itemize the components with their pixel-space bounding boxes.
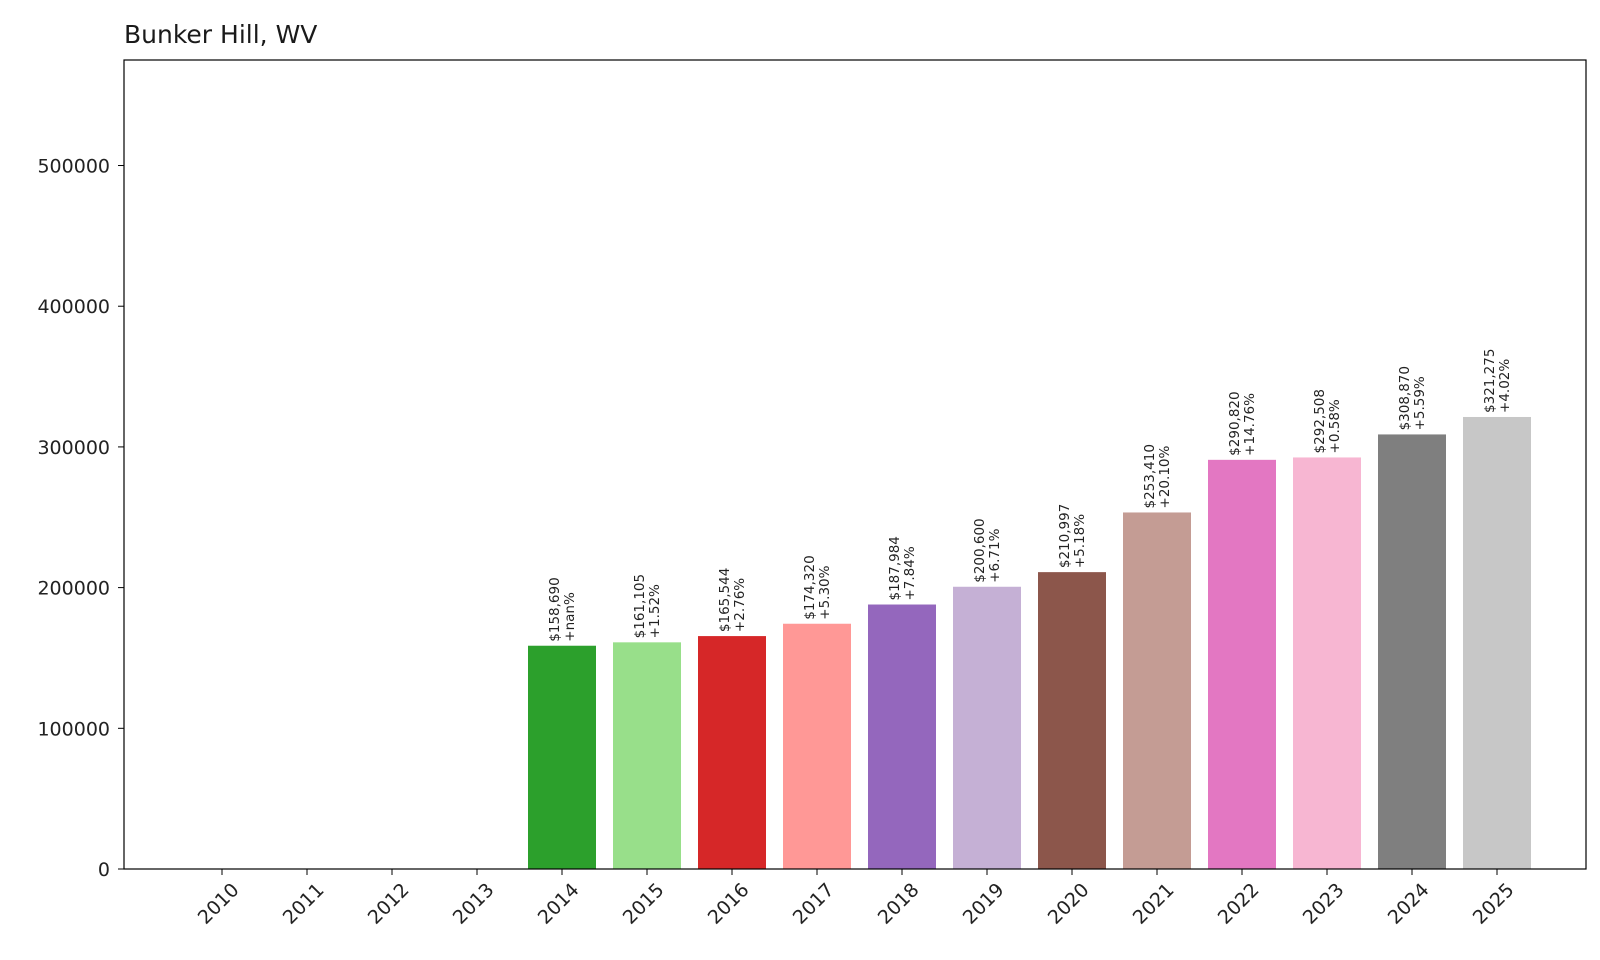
y-tick-label-200000: 200000 [37,578,110,600]
x-tick-label-2019: 2019 [959,879,1009,929]
x-tick-label-2024: 2024 [1384,879,1434,929]
bar-2015 [613,642,681,869]
value-label-2022: $290,820 [1227,391,1243,455]
x-tick-label-2025: 2025 [1469,879,1519,929]
x-tick-label-2010: 2010 [194,879,244,929]
x-tick-label-2022: 2022 [1214,879,1264,929]
value-label-2015: $161,105 [632,574,648,638]
change-label-2017: +5.30% [817,565,833,619]
change-label-2019: +6.71% [987,528,1003,582]
bar-2018 [868,604,936,869]
value-label-2017: $174,320 [802,555,818,619]
value-label-2018: $187,984 [887,536,903,600]
y-tick-label-500000: 500000 [37,156,110,178]
change-label-2023: +0.58% [1327,399,1343,453]
value-label-2025: $321,275 [1482,349,1498,413]
plot-frame [123,59,1587,870]
change-label-2014: +nan% [562,592,578,642]
y-tick-label-300000: 300000 [37,437,110,459]
value-label-2023: $292,508 [1312,389,1328,453]
value-label-2016: $165,544 [717,568,733,632]
y-tick-label-100000: 100000 [37,718,110,740]
bar-2020 [1038,572,1106,869]
change-label-2024: +5.59% [1412,376,1428,430]
y-tick-label-0: 0 [98,859,110,881]
value-label-2019: $200,600 [972,518,988,582]
x-tick-label-2018: 2018 [874,879,924,929]
change-label-2025: +4.02% [1497,359,1513,413]
bar-2021 [1123,512,1191,869]
value-label-2020: $210,997 [1057,504,1073,568]
x-tick-label-2013: 2013 [449,879,499,929]
bar-2017 [783,623,851,869]
bar-2025 [1463,416,1531,869]
y-axis: 0 100000 200000 300000 400000 500000 [37,156,124,881]
change-label-2021: +20.10% [1157,446,1173,509]
value-label-2024: $308,870 [1397,366,1413,430]
x-tick-label-2015: 2015 [619,879,669,929]
chart-title: Bunker Hill, WV [124,20,318,49]
change-label-2018: +7.84% [902,546,918,600]
x-tick-label-2020: 2020 [1044,879,1094,929]
x-tick-label-2016: 2016 [704,879,754,929]
bar-2014 [528,645,596,869]
bar-2022 [1208,459,1276,869]
change-label-2022: +14.76% [1242,393,1258,456]
y-tick-label-400000: 400000 [37,296,110,318]
value-label-2021: $253,410 [1142,444,1158,508]
x-axis: 2010 2011 2012 2013 2014 2015 2016 2017 2018 2019… [194,869,1519,929]
x-tick-label-2021: 2021 [1129,879,1179,929]
value-label-2014: $158,690 [547,577,563,641]
value-labels-group: $158,690 +nan% $161,105 +1.52% $165,544 +2.76… [547,349,1513,642]
change-label-2016: +2.76% [732,578,748,632]
x-tick-label-2023: 2023 [1299,879,1349,929]
x-tick-label-2012: 2012 [364,879,414,929]
change-label-2015: +1.52% [647,584,663,638]
bar-2019 [953,586,1021,869]
bar-2024 [1378,434,1446,869]
change-label-2020: +5.18% [1072,514,1088,568]
x-tick-label-2011: 2011 [279,879,329,929]
bars-group [528,416,1531,869]
x-tick-label-2014: 2014 [534,879,584,929]
x-tick-label-2017: 2017 [789,879,839,929]
bar-2016 [698,636,766,869]
bar-2023 [1293,457,1361,869]
